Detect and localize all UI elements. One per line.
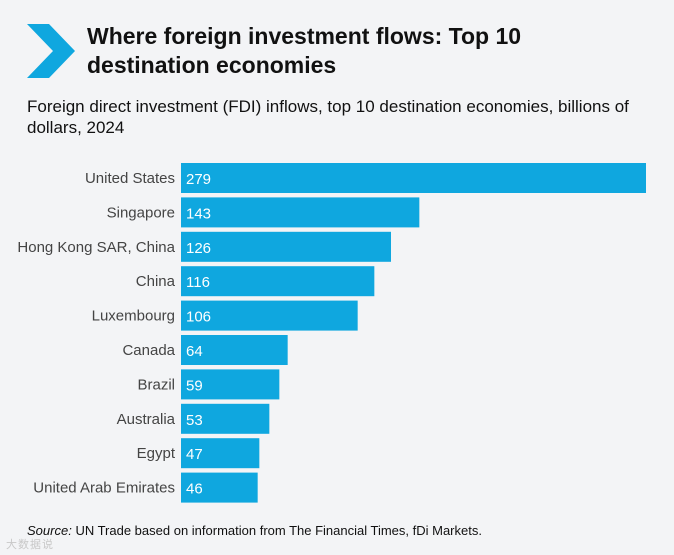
chevron-shape (27, 24, 75, 78)
category-label: Canada (122, 342, 175, 359)
bar (181, 231, 391, 262)
bar-row: United Arab Emirates 46 (33, 472, 258, 503)
bar-row: Hong Kong SAR, China 126 (17, 231, 391, 262)
bar-value-label: 116 (186, 274, 210, 291)
bar-row: Brazil 59 (137, 369, 280, 400)
bar (181, 163, 646, 193)
bar (181, 197, 420, 228)
bar-value-label: 143 (186, 205, 211, 222)
bar (181, 472, 258, 503)
bar (181, 335, 288, 365)
chart-subtitle: Foreign direct investment (FDI) inflows,… (27, 97, 629, 137)
category-label: United Arab Emirates (33, 480, 175, 497)
bar (181, 300, 358, 331)
bar-row: United States 279 (85, 163, 646, 193)
bar-value-label: 64 (186, 343, 203, 360)
source-text: UN Trade based on information from The F… (75, 523, 482, 538)
category-label: Australia (117, 411, 176, 428)
category-label: Brazil (137, 376, 175, 393)
header: Where foreign investment flows: Top 10 d… (27, 22, 657, 82)
category-label: Singapore (107, 204, 175, 221)
bar-row: Luxembourg 106 (92, 300, 358, 331)
bar-value-label: 126 (186, 240, 211, 257)
category-label: Luxembourg (92, 308, 175, 325)
bar-chart-svg: United States 279 Singapore 143 Hong Kong SA… (17, 163, 646, 503)
bar-row: China 116 (136, 266, 375, 297)
bar-chart: United States 279 Singapore 143 Hong Kong SA… (0, 150, 674, 520)
bar-value-label: 279 (186, 171, 211, 188)
bar-value-label: 106 (186, 309, 211, 326)
bar (181, 266, 375, 297)
chart-title: Where foreign investment flows: Top 10 d… (87, 23, 522, 78)
category-label: China (136, 273, 176, 290)
bar (181, 369, 280, 400)
bar-value-label: 59 (186, 377, 203, 394)
source-label: Source: (27, 523, 72, 538)
category-label: United States (85, 170, 175, 187)
bar-row: Singapore 143 (107, 197, 420, 228)
watermark-text: 大数据说 (6, 539, 54, 551)
bar-row: Egypt 47 (137, 438, 260, 469)
bar-value-label: 47 (186, 446, 203, 463)
bar (181, 438, 260, 469)
category-label: Hong Kong SAR, China (17, 239, 175, 256)
bar (181, 403, 270, 434)
bar-row: Canada 64 (122, 335, 288, 365)
source-note: Source: UN Trade based on information fr… (27, 523, 657, 539)
bar-row: Australia 53 (117, 403, 270, 434)
bar-value-label: 53 (186, 412, 203, 429)
chevron-right-icon (27, 24, 75, 78)
bar-value-label: 46 (186, 481, 203, 498)
category-label: Egypt (137, 445, 176, 462)
